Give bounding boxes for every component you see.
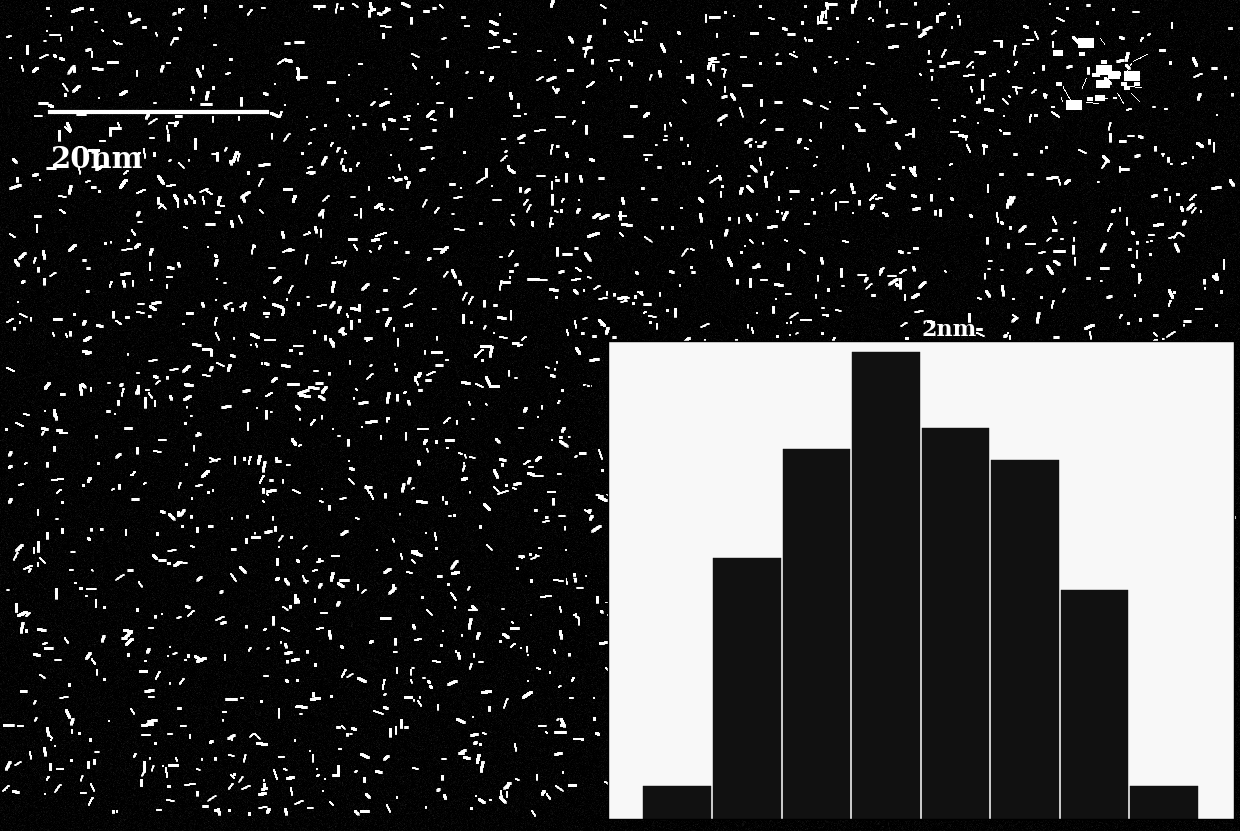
Bar (991, 460, 1059, 819)
Bar (1061, 591, 1128, 819)
Y-axis label: 频
率
（个）: 频 率 （个） (549, 564, 609, 595)
Bar (1131, 786, 1198, 819)
Bar (921, 428, 990, 819)
Bar (852, 352, 920, 819)
Bar (782, 450, 851, 819)
Bar (644, 786, 711, 819)
Text: 2nm: 2nm (921, 319, 977, 341)
Text: 20nm: 20nm (50, 145, 143, 175)
Bar (713, 558, 780, 819)
